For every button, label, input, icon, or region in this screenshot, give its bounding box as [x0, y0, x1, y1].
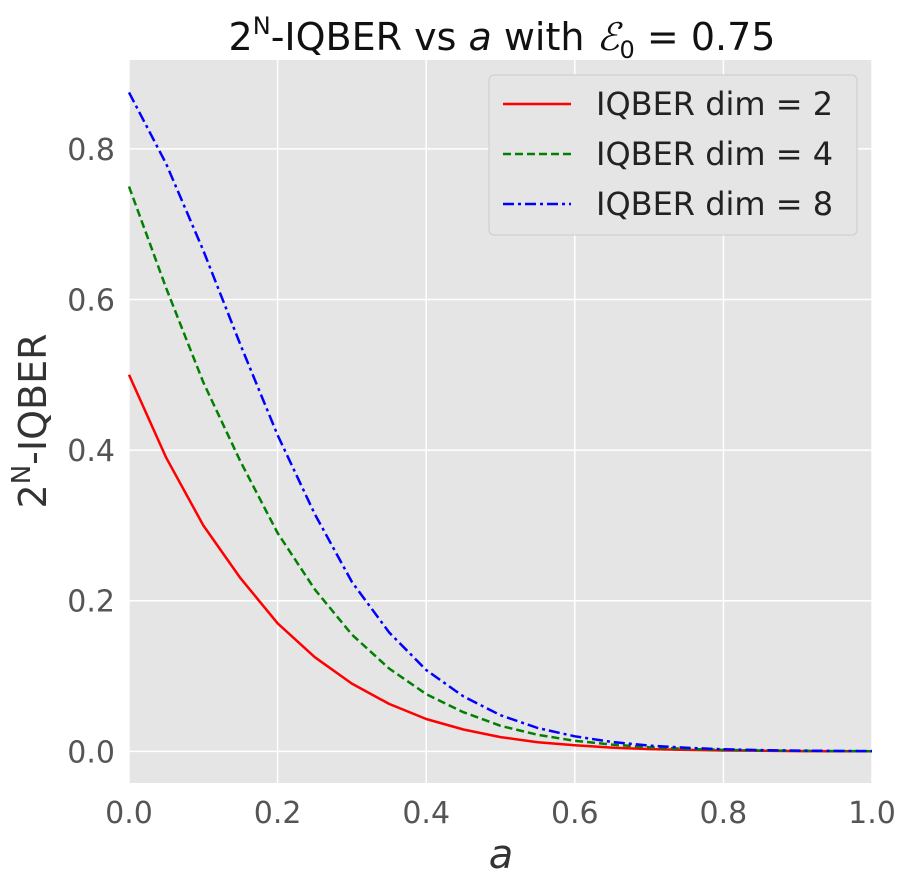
- y-tick-label: 0.8: [67, 133, 115, 168]
- x-axis-ticks: 0.0 0.2 0.4 0.6 0.8 1.0: [105, 796, 896, 831]
- y-tick-label: 0.0: [67, 735, 115, 770]
- y-tick-label: 0.6: [67, 283, 115, 318]
- series-line-3: [127, 91, 873, 753]
- y-tick-label: 0.2: [67, 585, 115, 620]
- x-tick-label: 0.0: [105, 796, 153, 831]
- legend-box: [488, 74, 858, 236]
- chart-title: 2N-IQBER vs a with ℰ0 = 0.75: [229, 12, 776, 64]
- series-lines: [127, 91, 873, 753]
- x-tick-label: 0.6: [551, 796, 599, 831]
- x-tick-label: 1.0: [848, 796, 896, 831]
- legend-label-dim4: IQBER dim = 4: [596, 135, 833, 173]
- legend-label-dim2: IQBER dim = 2: [596, 85, 833, 123]
- legend: IQBER dim = 2 IQBER dim = 4 IQBER dim = …: [488, 74, 858, 236]
- x-axis-label: a: [489, 832, 514, 878]
- x-tick-label: 0.2: [254, 796, 302, 831]
- y-tick-label: 0.4: [67, 434, 115, 469]
- y-axis-ticks: 0.0 0.2 0.4 0.6 0.8: [67, 133, 115, 771]
- x-tick-label: 0.8: [700, 796, 748, 831]
- x-tick-label: 0.4: [402, 796, 450, 831]
- y-axis-label: 2N-IQBER: [7, 334, 55, 509]
- legend-label-dim8: IQBER dim = 8: [596, 185, 833, 223]
